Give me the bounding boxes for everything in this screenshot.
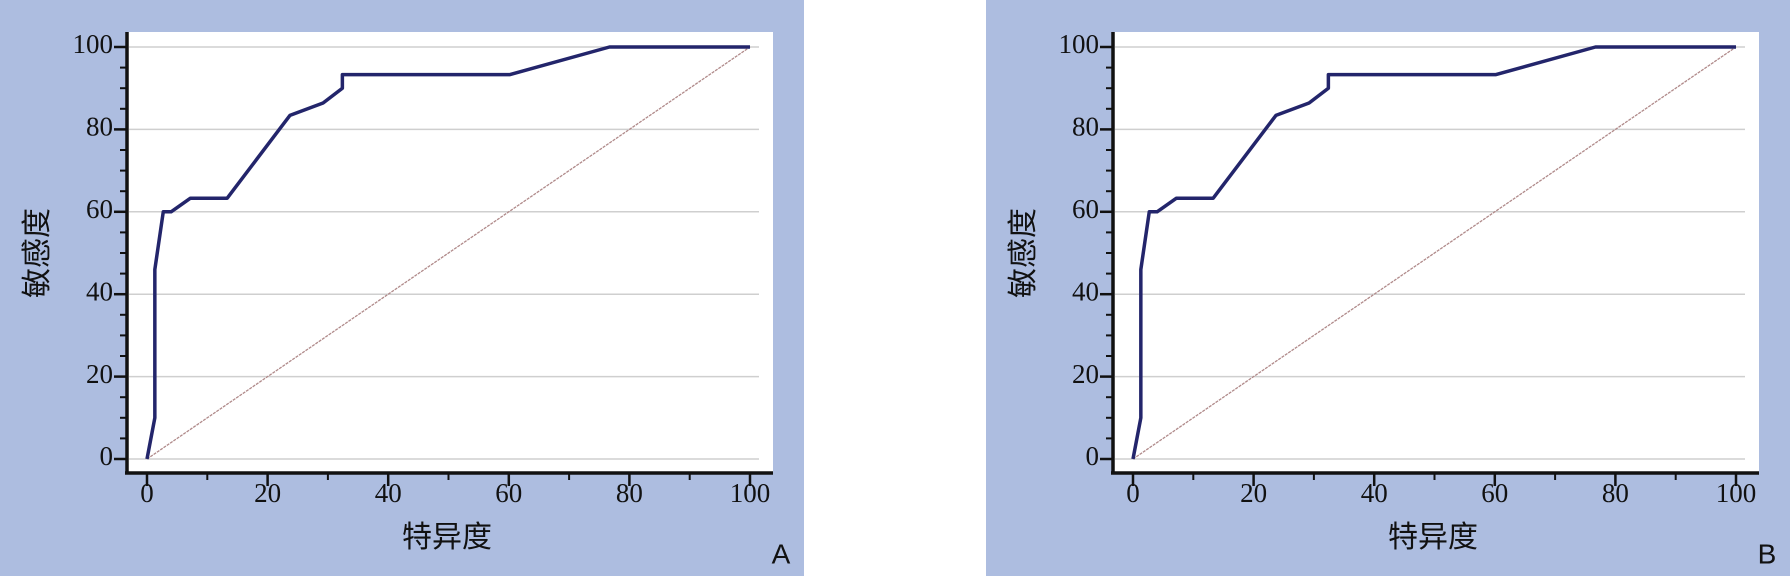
y-tick-label: 20 — [86, 359, 113, 389]
y-tick-label: 80 — [1072, 112, 1099, 142]
y-tick-label: 60 — [86, 194, 113, 224]
x-tick-label: 40 — [1361, 478, 1388, 508]
y-tick-label: 20 — [1072, 359, 1099, 389]
x-tick-label: 60 — [1481, 478, 1508, 508]
x-tick-label: 100 — [1716, 478, 1757, 508]
x-tick-label: 100 — [730, 478, 771, 508]
y-tick-label: 100 — [1059, 29, 1100, 59]
roc-curve — [1131, 45, 1736, 460]
x-tick-label: 80 — [1602, 478, 1629, 508]
y-axis-title: 敏感度 — [1007, 208, 1040, 298]
y-tick-label: 0 — [100, 441, 114, 471]
chart-panel: 0 20 40 60 80 100 0 20 40 60 80 100 特异度 敏感度 B — [986, 0, 1790, 576]
y-tick-label: 100 — [73, 29, 114, 59]
x-tick-label: 0 — [140, 478, 154, 508]
x-tick-label: 0 — [1126, 478, 1140, 508]
panel-label: B — [1758, 538, 1777, 569]
x-axis-title: 特异度 — [1388, 521, 1478, 554]
x-tick-label: 40 — [375, 478, 402, 508]
x-tick-label: 60 — [495, 478, 522, 508]
y-tick-label: 40 — [1072, 276, 1099, 306]
panel-label: A — [772, 538, 791, 569]
x-axis-title: 特异度 — [402, 521, 492, 554]
x-tick-label: 20 — [254, 478, 281, 508]
reference-line — [1132, 46, 1737, 460]
y-tick-label: 40 — [86, 276, 113, 306]
y-axis-title: 敏感度 — [21, 208, 54, 298]
x-tick-label: 80 — [616, 478, 643, 508]
reference-line — [146, 46, 751, 460]
y-tick-label: 80 — [86, 112, 113, 142]
y-tick-label: 60 — [1072, 194, 1099, 224]
chart-panel: 0 20 40 60 80 100 0 20 40 60 80 100 特异度 敏感度 A — [0, 0, 804, 576]
x-tick-label: 20 — [1240, 478, 1267, 508]
y-tick-label: 0 — [1086, 441, 1100, 471]
roc-curve — [145, 45, 750, 460]
